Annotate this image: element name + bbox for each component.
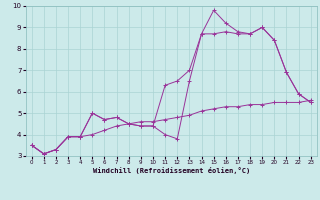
X-axis label: Windchill (Refroidissement éolien,°C): Windchill (Refroidissement éolien,°C) bbox=[92, 167, 250, 174]
